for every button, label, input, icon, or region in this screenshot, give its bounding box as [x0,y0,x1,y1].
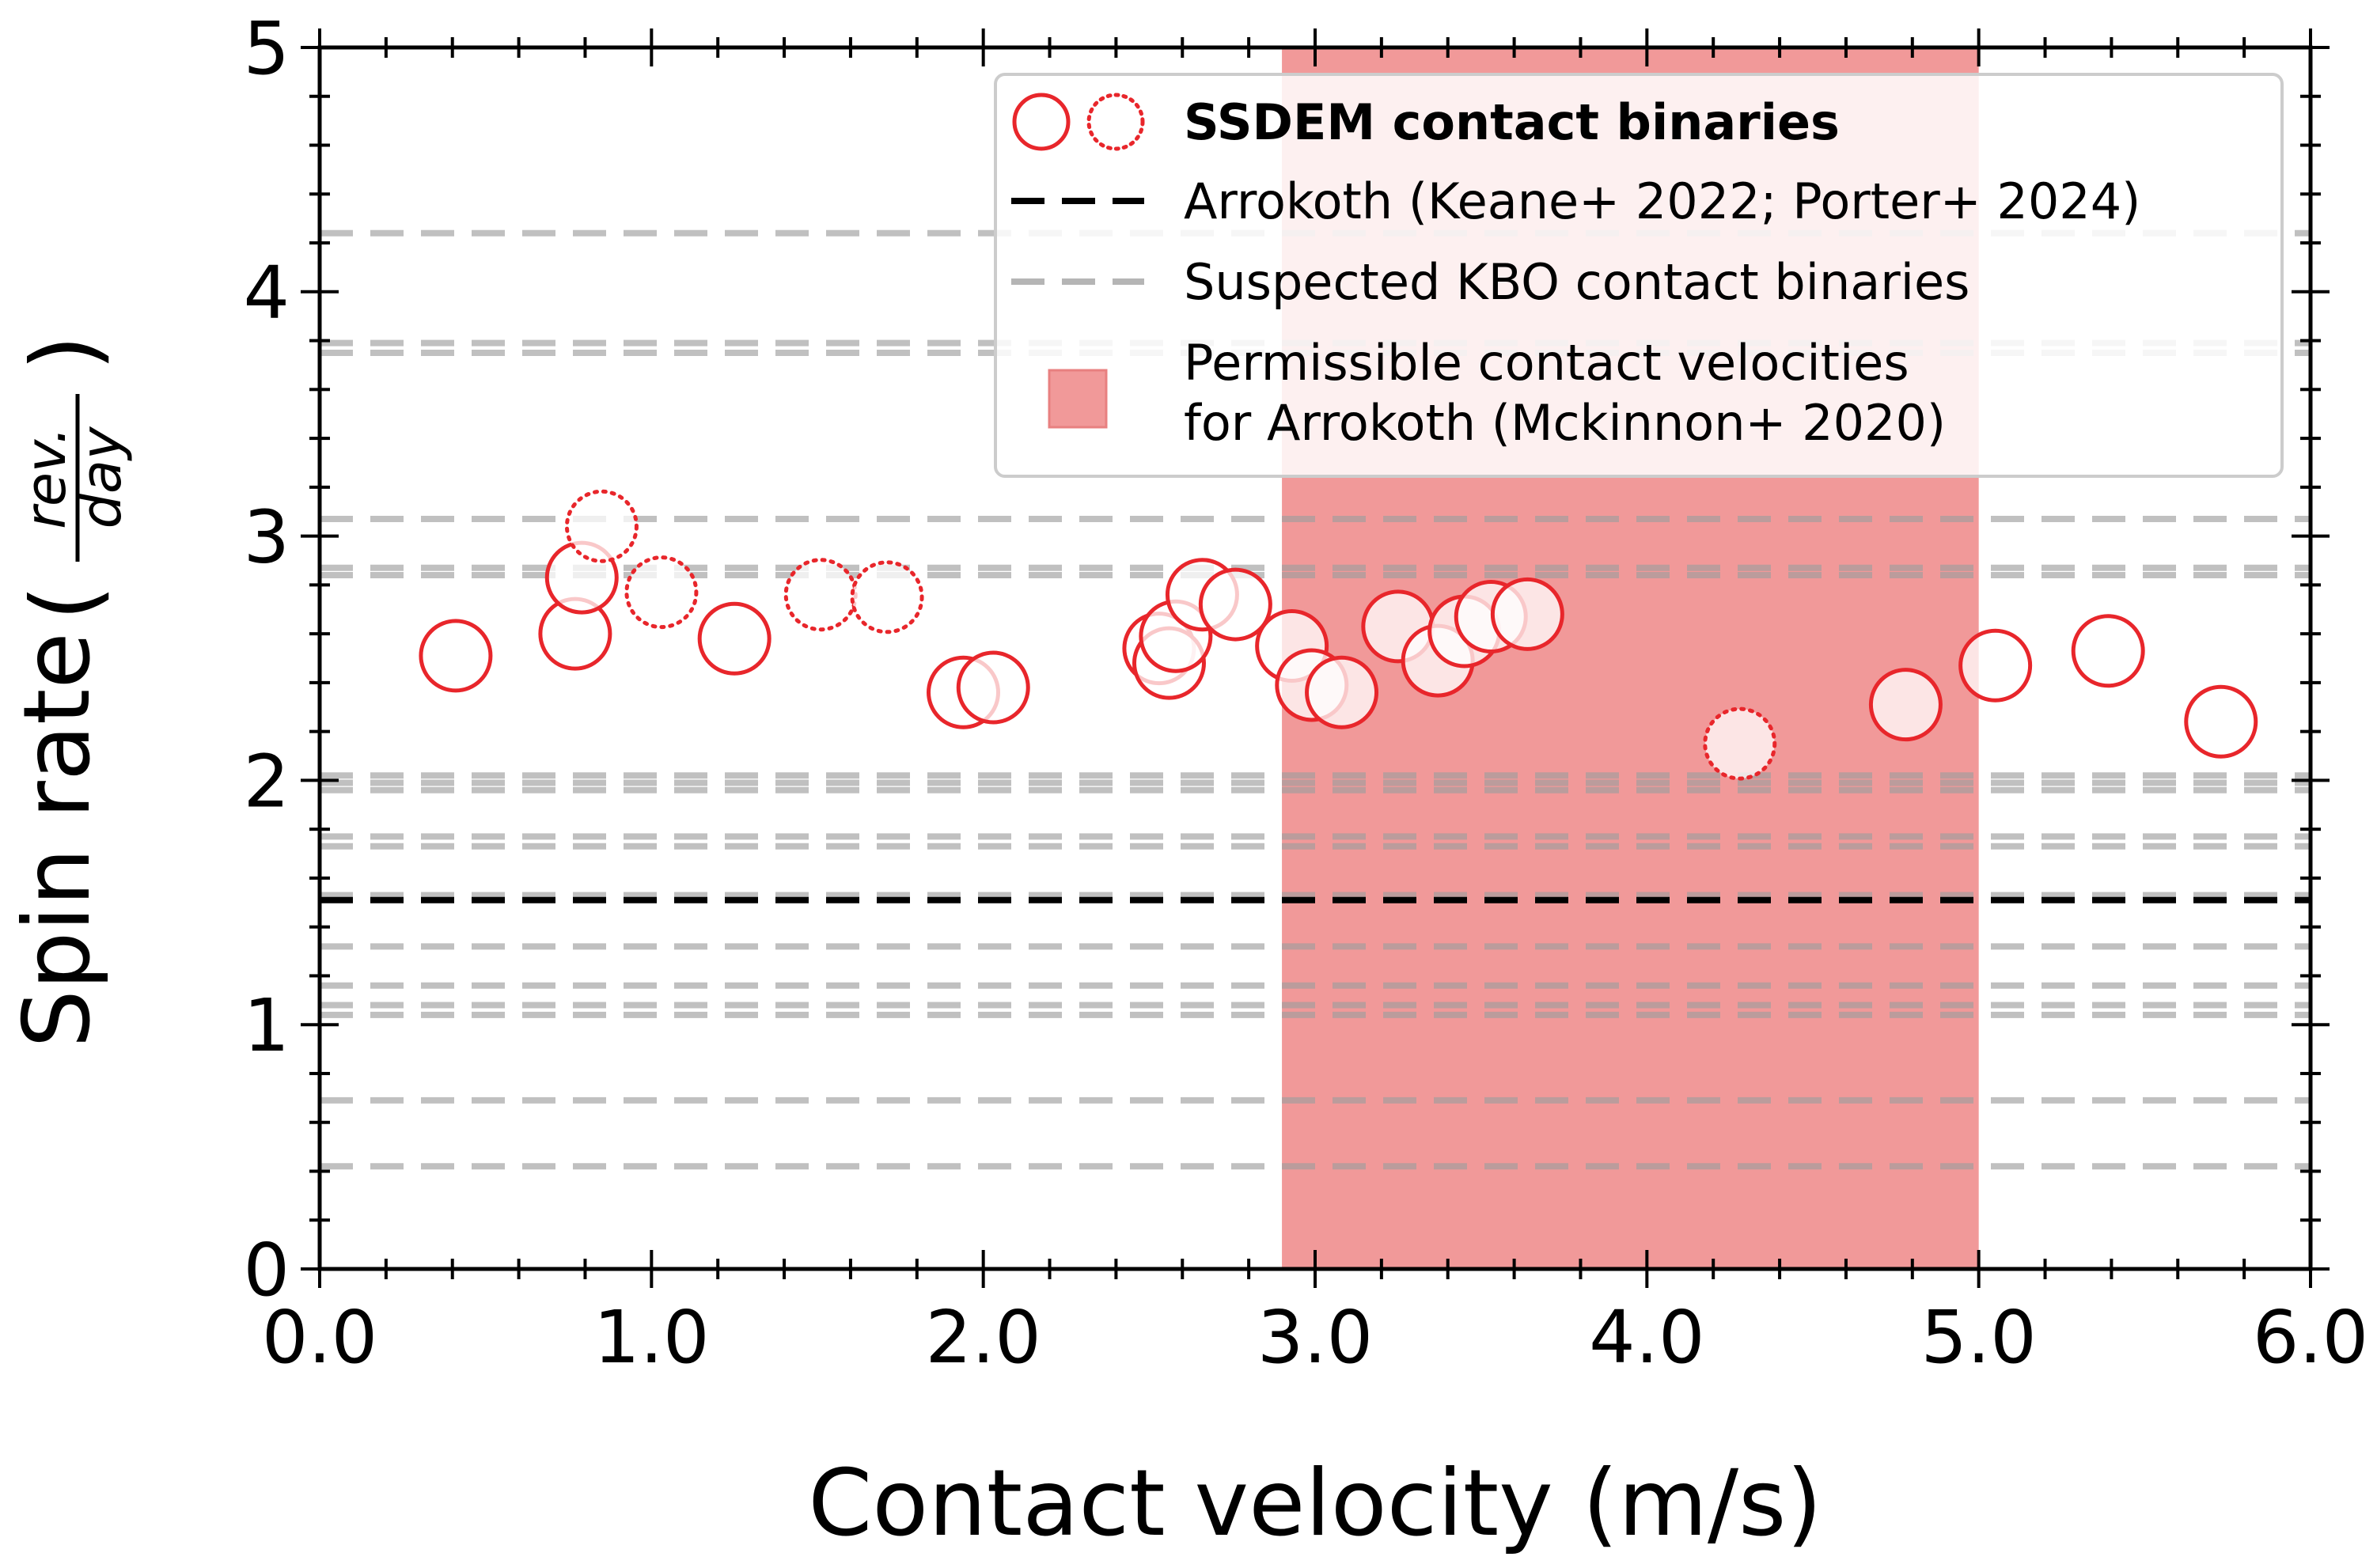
data-point-dotted-1 [624,555,699,630]
legend-marker-solid-circle [1012,93,1071,151]
x-tick-label-2: 2.0 [926,1295,1041,1380]
y-tick-label-4: 4 [243,251,290,335]
x-tick-label-3: 3.0 [1257,1295,1373,1380]
x-axis-label: Contact velocity (m/s) [808,1450,1822,1557]
legend-frame [994,73,2284,478]
y-axis-unit-numerator: rev. [13,426,78,529]
legend-label-permissible-line2: for Arrokoth (Mckinnon+ 2020) [1184,394,1946,452]
legend-label-kbo: Suspected KBO contact binaries [1184,253,1969,311]
y-tick-label-2: 2 [243,739,290,824]
x-tick-label-5: 5.0 [1921,1295,2037,1380]
y-axis-unit-open-paren: ( [12,585,119,620]
x-tick-label-6: 6.0 [2253,1295,2368,1380]
legend-label-arrokoth: Arrokoth (Keane+ 2022; Porter+ 2024) [1184,172,2140,230]
data-point-solid-0 [419,619,493,693]
x-tick-label-1: 1.0 [593,1295,709,1380]
data-point-solid-22 [2184,684,2258,759]
y-tick-label-5: 5 [243,6,290,91]
y-axis-label-group: Spin rate ( rev. day ) [4,335,134,1047]
legend-label-permissible-line1: Permissible contact velocities [1184,334,1909,392]
data-point-solid-18 [1490,577,1564,651]
x-tick-label-4: 4.0 [1589,1295,1704,1380]
data-point-solid-21 [2071,614,2145,688]
y-axis-label: Spin rate [4,632,111,1048]
y-axis-unit-close-paren: ) [12,335,119,370]
data-point-solid-19 [1868,668,1943,742]
x-tick-label-0: 0.0 [262,1295,377,1380]
y-axis-unit-denominator: day [69,426,134,528]
data-point-dotted-0 [564,489,639,563]
data-point-dotted-2 [783,558,858,632]
data-point-dotted-3 [850,560,924,634]
legend: SSDEM contact binaries Arrokoth (Keane+ … [994,73,2284,478]
data-point-solid-5 [956,650,1030,725]
legend-marker-dotted-circle [1086,93,1145,151]
y-tick-label-0: 0 [243,1228,290,1312]
legend-marker-red-patch [1048,369,1108,429]
data-point-solid-20 [1958,628,2033,703]
data-point-solid-13 [1305,655,1379,729]
legend-label-ssdem: SSDEM contact binaries [1184,93,1840,151]
y-tick-label-1: 1 [243,983,290,1068]
data-point-solid-3 [697,601,771,676]
data-point-solid-10 [1198,567,1272,642]
y-tick-label-3: 3 [243,495,290,580]
data-point-dotted-4 [1703,706,1777,781]
